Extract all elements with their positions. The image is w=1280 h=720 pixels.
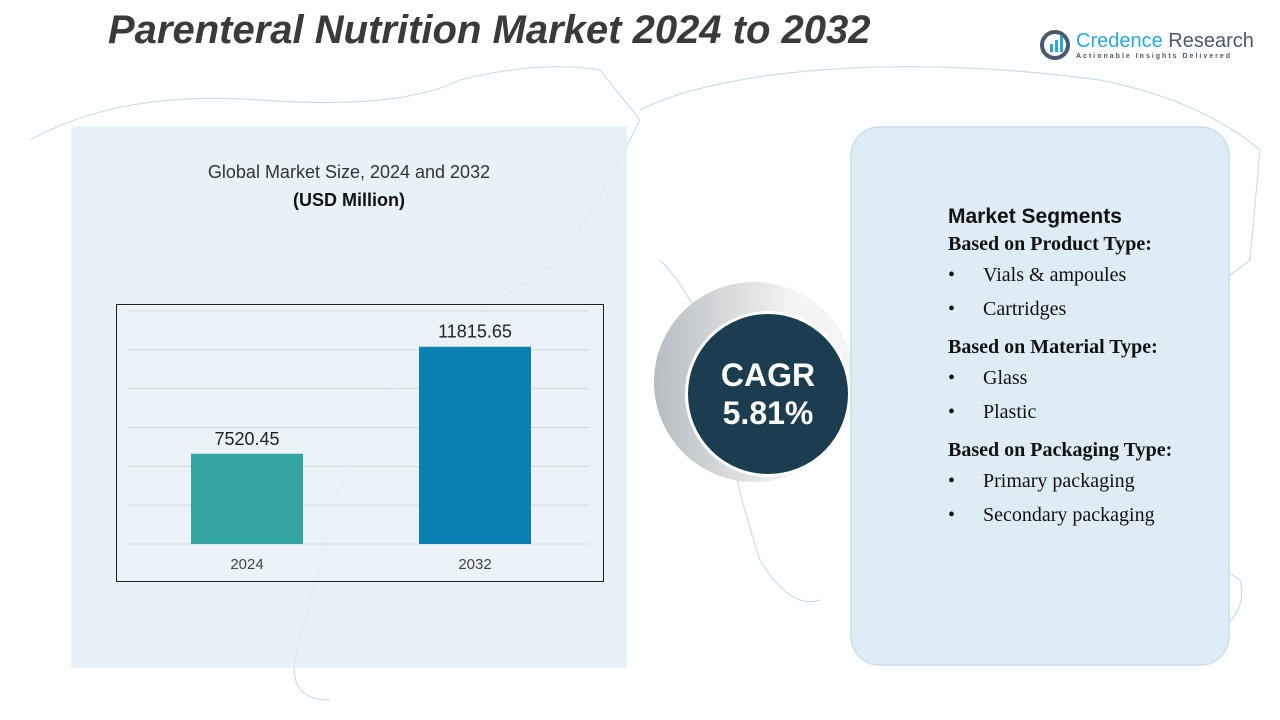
bar-chart-svg: 7520.45 2024 11815.65 2032 [127,310,589,573]
segment-item: Cartridges [948,298,1172,332]
chart-title: Global Market Size, 2024 and 2032 [207,162,491,182]
bar-2032 [419,346,531,544]
segment-item: Primary packaging [948,470,1172,504]
data-label: 7520.45 [214,429,279,449]
bar-chart: 7520.45 2024 11815.65 2032 [116,304,604,582]
cagr-label: CAGR [720,357,816,393]
credence-research-logo: Credence Research Actionable Insights De… [1040,30,1254,60]
segments-heading: Market Segments [948,205,1122,228]
segment-item: Secondary packaging [948,504,1172,538]
page-title: Parenteral Nutrition Market 2024 to 2032 [108,8,871,52]
bar-2024 [191,453,303,544]
cagr-badge: CAGR 5.81% [685,311,851,477]
segment-item: Glass [948,367,1172,401]
segment-item: Plastic [948,401,1172,435]
x-tick-label: 2024 [230,556,263,573]
market-size-panel [71,126,627,668]
logo-chart-icon [1040,30,1070,60]
market-segments: Market Segments Based on Product Type: V… [948,205,1172,542]
segment-group-title: Based on Product Type: [948,233,1152,255]
chart-unit: (USD Million) [293,190,405,210]
cagr-value: 5.81% [722,395,814,431]
x-tick-label: 2032 [458,556,491,573]
segment-group-title: Based on Packaging Type: [948,439,1173,461]
segment-item: Vials & ampoules [948,264,1172,298]
segment-group-title: Based on Material Type: [948,336,1158,358]
data-label: 11815.65 [438,322,512,342]
